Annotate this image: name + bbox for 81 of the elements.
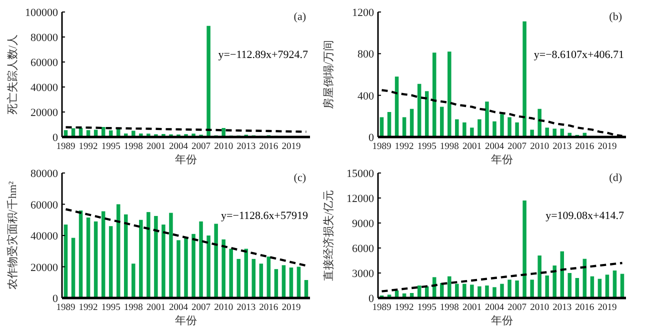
y-axis-title: 农作物受灾面积/千hm² bbox=[6, 180, 19, 290]
y-tick-label: 100000 bbox=[25, 7, 58, 19]
x-tick-label: 2019 bbox=[282, 142, 301, 152]
x-axis-title: 年份 bbox=[175, 154, 197, 166]
chart-title: (b) bbox=[609, 11, 622, 23]
x-tick-label: 2001 bbox=[146, 142, 166, 152]
x-tick-label: 2013 bbox=[236, 303, 256, 313]
x-tick-label: 1989 bbox=[56, 142, 76, 152]
x-tick-label: 2010 bbox=[530, 142, 550, 152]
y-axis-title: 直接经济损失/亿元 bbox=[322, 190, 335, 282]
x-tick-label: 2010 bbox=[214, 303, 234, 313]
x-tick-label: 2001 bbox=[462, 142, 482, 152]
x-tick-label: 1992 bbox=[394, 303, 414, 313]
x-tick-label: 2013 bbox=[552, 142, 572, 152]
x-tick-label: 2004 bbox=[168, 303, 188, 313]
y-tick-label: 0 bbox=[52, 132, 58, 144]
y-tick-label: 40000 bbox=[30, 82, 58, 94]
x-tick-label: 2007 bbox=[192, 303, 211, 313]
y-tick-label: 6000 bbox=[352, 243, 374, 255]
x-tick-label: 1998 bbox=[440, 142, 460, 152]
y-tick-label: 800 bbox=[358, 48, 374, 61]
x-tick-label: 1998 bbox=[440, 303, 460, 313]
x-tick-label: 2001 bbox=[462, 303, 482, 313]
x-tick-label: 2016 bbox=[575, 303, 594, 313]
y-tick-label: 1200 bbox=[352, 7, 374, 19]
y-tick-label: 20000 bbox=[30, 262, 58, 274]
y-tick-label: 15000 bbox=[346, 168, 374, 180]
x-tick-label: 2004 bbox=[484, 303, 504, 313]
x-tick-label: 1995 bbox=[101, 303, 121, 313]
y-tick-label: 80000 bbox=[30, 168, 58, 180]
x-tick-label: 2019 bbox=[282, 303, 301, 313]
x-tick-label: 2019 bbox=[598, 142, 617, 152]
x-tick-label: 2016 bbox=[575, 142, 594, 152]
chart-title: (a) bbox=[294, 11, 306, 23]
chart-title: (c) bbox=[294, 172, 306, 184]
x-tick-label: 2004 bbox=[168, 142, 188, 152]
x-tick-label: 2004 bbox=[484, 142, 504, 152]
annotation: y=−112.89x+7924.7 bbox=[218, 49, 308, 61]
x-tick-label: 1992 bbox=[394, 142, 414, 152]
x-axis-title: 年份 bbox=[491, 315, 513, 327]
y-tick-label: 400 bbox=[358, 90, 374, 102]
x-tick-label: 1995 bbox=[101, 142, 121, 152]
x-tick-label: 2007 bbox=[508, 303, 527, 313]
x-tick-label: 1989 bbox=[56, 303, 76, 313]
y-tick-label: 0 bbox=[52, 293, 58, 305]
y-tick-label: 0 bbox=[368, 132, 374, 144]
y-tick-label: 20000 bbox=[30, 107, 58, 119]
x-tick-label: 2019 bbox=[598, 303, 617, 313]
annotation: y=109.08x+414.7 bbox=[546, 210, 624, 222]
x-tick-label: 1998 bbox=[124, 142, 144, 152]
x-tick-label: 2016 bbox=[259, 142, 278, 152]
x-tick-label: 2010 bbox=[530, 303, 550, 313]
y-tick-label: 60000 bbox=[30, 199, 58, 212]
x-tick-label: 2001 bbox=[146, 303, 166, 313]
x-tick-label: 1998 bbox=[124, 303, 144, 313]
y-tick-label: 12000 bbox=[346, 193, 374, 205]
y-tick-label: 0 bbox=[368, 293, 374, 305]
x-tick-label: 1989 bbox=[372, 142, 392, 152]
x-tick-label: 2013 bbox=[552, 303, 572, 313]
annotation: y=−8.6107x+406.71 bbox=[534, 49, 624, 61]
y-tick-label: 9000 bbox=[352, 218, 374, 230]
x-tick-label: 2007 bbox=[192, 142, 211, 152]
x-axis-title: 年份 bbox=[491, 154, 513, 166]
x-tick-label: 1992 bbox=[78, 142, 98, 152]
y-tick-label: 40000 bbox=[30, 230, 58, 242]
x-tick-label: 2016 bbox=[259, 303, 278, 313]
x-tick-label: 2007 bbox=[508, 142, 527, 152]
y-tick-label: 80000 bbox=[30, 32, 58, 44]
y-axis-title: 房屋倒塌/万间 bbox=[322, 40, 335, 110]
y-tick-label: 60000 bbox=[30, 57, 58, 69]
chart-title: (d) bbox=[609, 172, 622, 184]
x-axis-title: 年份 bbox=[175, 315, 197, 327]
x-tick-label: 2013 bbox=[236, 142, 256, 152]
x-tick-label: 1995 bbox=[417, 303, 437, 313]
y-tick-label: 3000 bbox=[352, 268, 374, 280]
y-axis-title: 死亡失踪人数/人 bbox=[6, 34, 19, 115]
x-tick-label: 2010 bbox=[214, 142, 234, 152]
x-tick-label: 1989 bbox=[372, 303, 392, 313]
x-tick-label: 1995 bbox=[417, 142, 437, 152]
annotation: y=−1128.6x+57919 bbox=[221, 210, 308, 222]
x-tick-label: 1992 bbox=[78, 303, 98, 313]
